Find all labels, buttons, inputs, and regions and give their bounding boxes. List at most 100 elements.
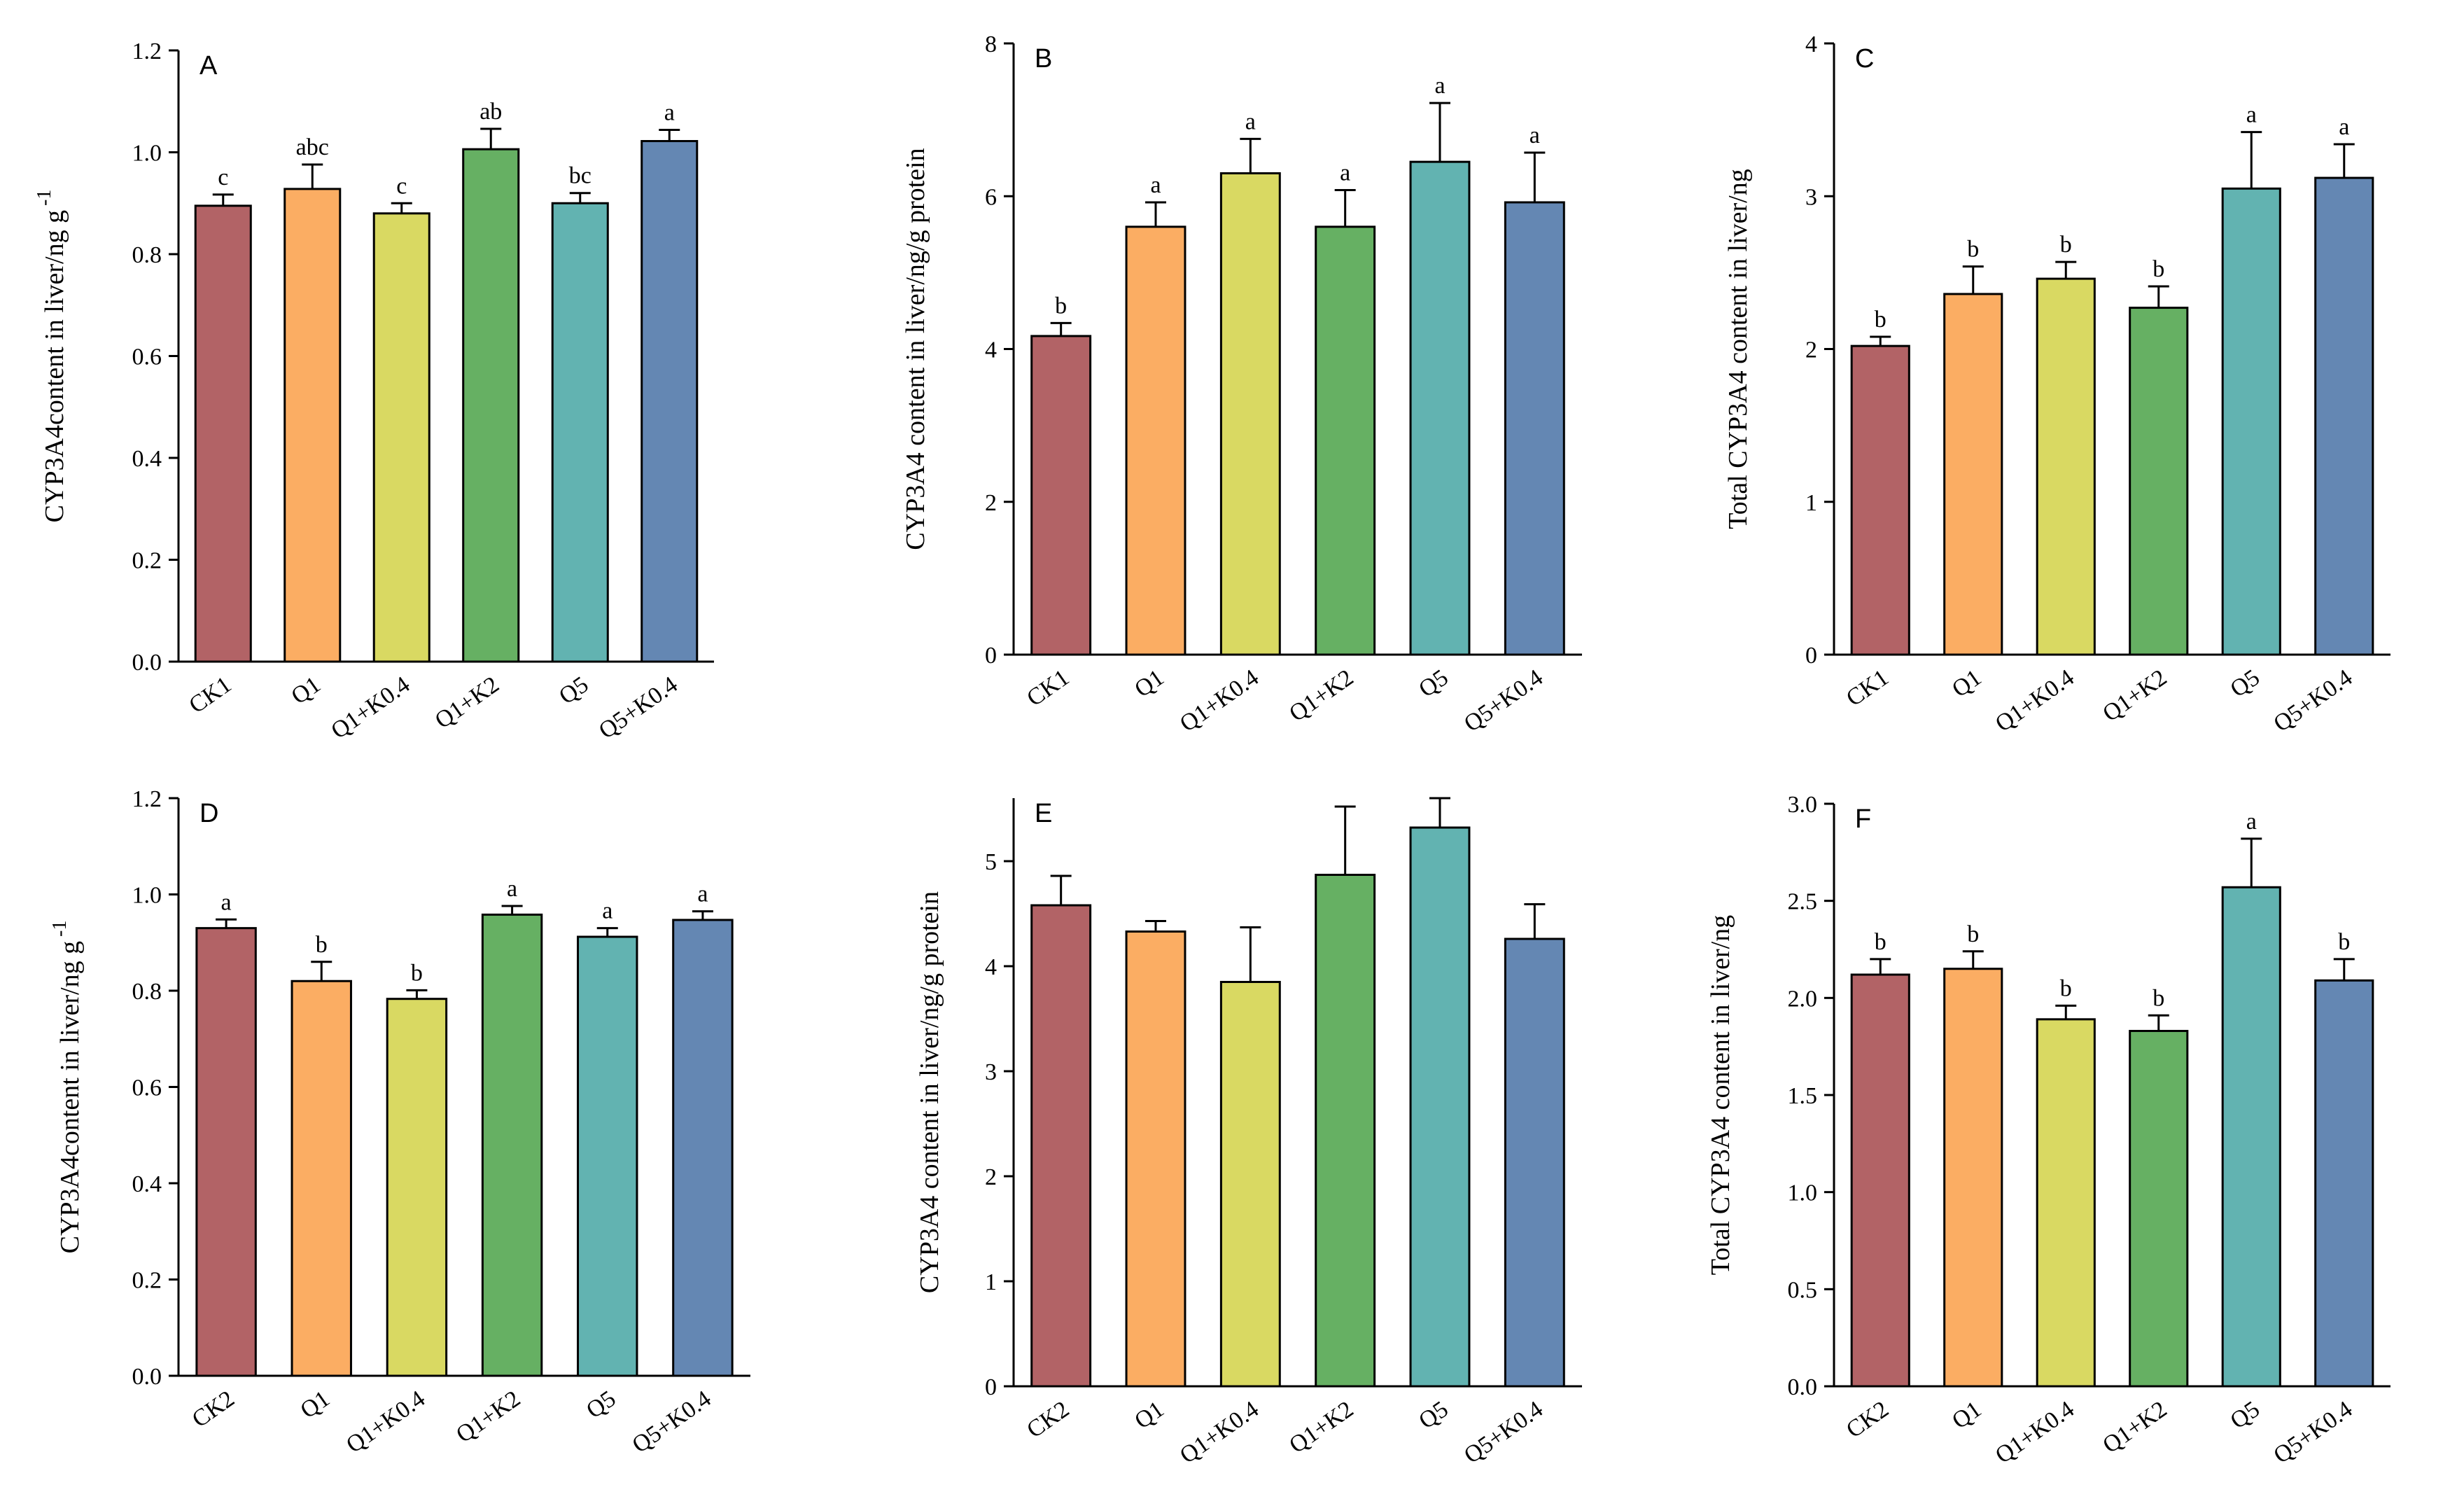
x-tick-label: Q5+K0.4 <box>2269 664 2357 737</box>
y-axis-label-text: CYP3A4content in liver/ng g <box>55 941 85 1253</box>
significance-label: abc <box>296 134 329 160</box>
x-tick-label: Q1+K0.4 <box>1175 1396 1264 1469</box>
x-tick-label: Q1+K0.4 <box>1175 664 1264 737</box>
panel-e: 0 1 2 3 4 5 CK2 Q1 Q1+K0.4 Q1+K2 Q5 Q5+K0.4 E CYP3A4 … <box>915 797 1582 1469</box>
y-axis-label-superscript: -1 <box>49 921 71 937</box>
y-tick-label: 0.2 <box>132 548 162 574</box>
significance-label: b <box>1875 929 1886 955</box>
significance-label: b <box>2152 256 2164 282</box>
y-tick-label: 1.0 <box>132 141 162 167</box>
x-tick-label: CK2 <box>188 1386 239 1432</box>
x-tick-label: Q5 <box>1414 664 1452 702</box>
panel-letter: F <box>1855 804 1871 834</box>
significance-label: a <box>1245 109 1256 134</box>
significance-label: a <box>1530 123 1540 148</box>
significance-label: a <box>1434 73 1445 99</box>
x-tick-label: Q1+K2 <box>2098 664 2171 727</box>
x-tick-label: Q5 <box>554 671 593 709</box>
bar-q5-k0-4 <box>2314 176 2374 656</box>
bar-q1-k0-4 <box>1219 981 1281 1388</box>
bar-q1-k2 <box>481 913 543 1377</box>
y-tick-label: 0.0 <box>1788 1374 1818 1400</box>
y-tick-label: 3.0 <box>1788 792 1818 818</box>
y-tick-label: 0 <box>985 643 997 669</box>
significance-label: b <box>1055 293 1067 319</box>
panel-c: 0 1 2 3 4 b CK1 b Q1 b Q1+K0.4 b Q1+K2 a Q5 a Q5+K0.4 C To… <box>1723 32 2390 737</box>
panel-letter: A <box>200 51 218 81</box>
x-tick-label: Q5+K0.4 <box>1460 1396 1548 1469</box>
y-tick-label: 6 <box>985 184 997 210</box>
bar-q5-k0-4 <box>1504 937 1565 1388</box>
y-axis-label: CYP3A4content in liver/ng g -1 <box>34 190 69 523</box>
y-tick-label: 0.6 <box>132 344 162 370</box>
x-tick-label: Q1+K0.4 <box>326 671 414 744</box>
y-axis-label: CYP3A4 content in liver/ng/g protein <box>901 148 930 550</box>
y-tick-label: 5 <box>985 849 997 875</box>
panel-letter: B <box>1035 44 1052 74</box>
bar-q1-k2 <box>462 148 520 663</box>
significance-label: a <box>2246 809 2257 835</box>
x-tick-label: Q1+K2 <box>1284 1396 1358 1458</box>
y-tick-label: 2.5 <box>1788 889 1818 915</box>
panel-a: 0.00.20.40.60.81.01.2cCK1abcQ1cQ1+K0.4ab… <box>34 39 714 744</box>
significance-label: a <box>664 99 675 125</box>
bar-q1-k0-4 <box>2036 1018 2096 1388</box>
x-tick-label: Q5+K0.4 <box>594 671 682 744</box>
y-tick-label: 2 <box>985 1164 997 1190</box>
bar-q1-k2 <box>1315 225 1376 656</box>
bar-q1 <box>1943 968 2003 1388</box>
panel-letter: C <box>1855 44 1874 74</box>
y-tick-label: 2.0 <box>1788 986 1818 1012</box>
x-tick-label: Q5 <box>1414 1396 1452 1434</box>
y-tick-label: 0.0 <box>132 1364 162 1390</box>
significance-label: a <box>1150 172 1161 198</box>
bar-q5-k0-4 <box>1504 201 1565 656</box>
y-axis-label-text: CYP3A4 content in liver/ng/g protein <box>915 891 944 1293</box>
y-axis-label: CYP3A4content in liver/ng g -1 <box>49 921 85 1254</box>
bar-q1 <box>290 979 352 1377</box>
bar-q1-k2 <box>2129 1029 2189 1388</box>
x-tick-label: CK1 <box>1842 664 1893 711</box>
x-tick-label: Q1+K0.4 <box>1991 664 2079 737</box>
bar-q5 <box>551 202 609 663</box>
y-tick-label: 4 <box>1805 32 1817 57</box>
bar-q5 <box>1409 826 1471 1388</box>
y-axis-label: CYP3A4 content in liver/ng/g protein <box>915 891 944 1293</box>
y-tick-label: 4 <box>985 337 997 363</box>
y-tick-label: 3 <box>1805 184 1817 210</box>
bar-q5 <box>2221 187 2281 656</box>
y-axis-label: Total CYP3A4 content in liver/ng <box>1706 915 1735 1276</box>
y-tick-label: 0.4 <box>132 1171 162 1197</box>
y-tick-label: 2 <box>985 490 997 516</box>
bar-ck1 <box>1030 335 1092 656</box>
x-tick-label: Q5 <box>582 1386 620 1423</box>
significance-label: a <box>1340 160 1350 186</box>
significance-label: a <box>2246 102 2257 128</box>
bar-ck2 <box>195 927 257 1377</box>
panel-letter: D <box>200 799 218 828</box>
bar-q5-k0-4 <box>640 139 699 663</box>
x-tick-label: Q5+K0.4 <box>2269 1396 2357 1469</box>
significance-label: a <box>602 898 612 924</box>
bar-q5 <box>2221 886 2281 1388</box>
y-tick-label: 0.8 <box>132 979 162 1005</box>
y-tick-label: 0.8 <box>132 242 162 268</box>
y-tick-label: 1.5 <box>1788 1083 1818 1109</box>
y-tick-label: 4 <box>985 954 997 980</box>
bar-ck2 <box>1030 904 1092 1388</box>
x-tick-label: CK2 <box>1842 1396 1893 1443</box>
x-tick-label: Q1+K0.4 <box>1991 1396 2079 1469</box>
x-tick-label: Q1 <box>1130 1396 1168 1434</box>
y-tick-label: 0.4 <box>132 446 162 472</box>
bar-q5 <box>1409 160 1471 656</box>
y-tick-label: 1.0 <box>132 883 162 909</box>
x-tick-label: Q1 <box>1947 1396 1986 1434</box>
y-tick-label: 2 <box>1805 337 1817 363</box>
bar-ck1 <box>194 204 252 663</box>
bar-q1-k2 <box>2129 307 2189 656</box>
x-tick-label: Q1+K0.4 <box>342 1386 430 1458</box>
x-tick-label: Q1+K2 <box>2098 1396 2171 1458</box>
bar-q1-k0-4 <box>386 998 448 1377</box>
bar-ck1 <box>1850 344 1910 656</box>
bar-q5-k0-4 <box>672 919 734 1377</box>
